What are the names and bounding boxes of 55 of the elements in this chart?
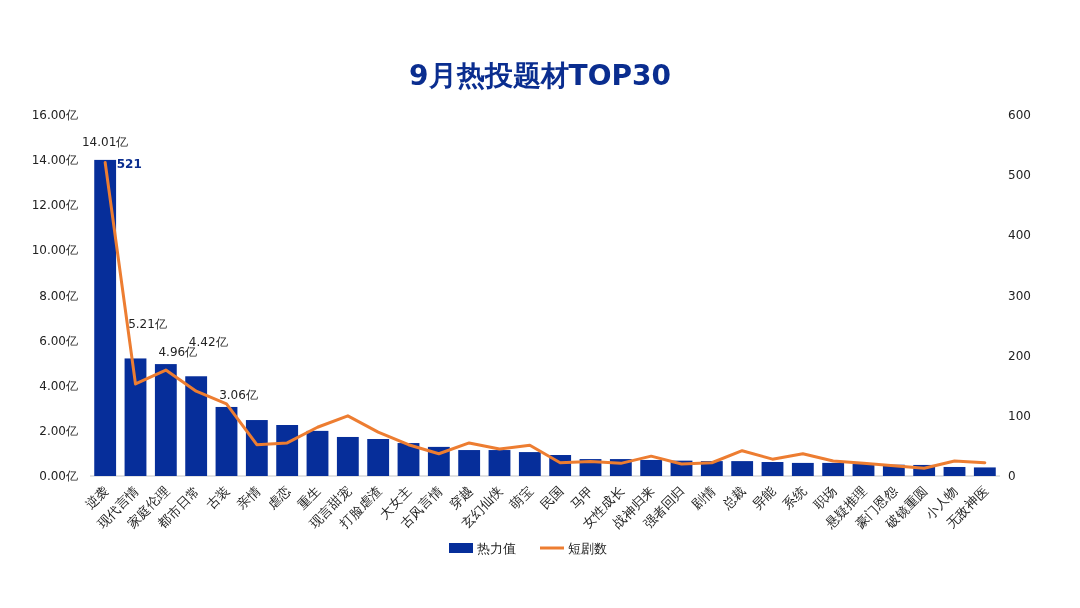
- bar: [276, 425, 299, 476]
- bar: [761, 462, 784, 476]
- data-label: 521: [116, 156, 142, 171]
- line-series: [103, 161, 987, 470]
- bar: [791, 462, 814, 476]
- bar: [973, 467, 996, 476]
- x-tick-label: 虐恋: [264, 483, 294, 513]
- y-tick-label: 6.00亿: [39, 333, 78, 348]
- chart-title: 9月热投题材TOP30: [409, 59, 671, 92]
- y2-tick-label: 0: [1008, 469, 1016, 483]
- bar: [458, 450, 481, 476]
- x-tick-label: 异能: [749, 483, 779, 513]
- y2-tick-label: 300: [1008, 288, 1031, 303]
- legend-label: 热力值: [477, 541, 516, 556]
- bar: [124, 358, 147, 476]
- y-tick-label: 16.00亿: [31, 108, 78, 122]
- x-tick-label: 总裁: [718, 483, 749, 514]
- y2-tick-label: 200: [1008, 348, 1031, 363]
- bar: [822, 462, 845, 476]
- x-tick-label: 剧情: [688, 483, 718, 513]
- x-tick-label: 民国: [537, 483, 567, 513]
- data-label: 3.06亿: [219, 387, 258, 402]
- data-label: 14.01亿: [81, 134, 129, 149]
- y-tick-label: 12.00亿: [31, 198, 78, 213]
- y-tick-label: 0.00亿: [39, 469, 78, 483]
- bar: [488, 450, 511, 476]
- bar: [336, 436, 359, 476]
- bar: [306, 430, 329, 476]
- legend-label: 短剧数: [568, 541, 607, 556]
- y2-tick-label: 400: [1008, 228, 1031, 243]
- y-tick-label: 4.00亿: [39, 378, 78, 393]
- bar: [640, 459, 663, 476]
- bar: [397, 443, 420, 476]
- x-tick-label: 萌宝: [506, 483, 536, 513]
- data-label: 5.21亿: [128, 317, 167, 332]
- bar: [518, 452, 541, 476]
- bar: [852, 464, 875, 476]
- y-tick-label: 10.00亿: [31, 243, 78, 258]
- y-tick-label: 14.00亿: [31, 153, 78, 168]
- x-tick-label: 系统: [779, 483, 809, 513]
- x-tick-label: 亲情: [233, 483, 263, 513]
- y-tick-label: 2.00亿: [39, 423, 78, 438]
- bar: [185, 376, 208, 476]
- bar: [245, 420, 268, 476]
- y2-tick-label: 600: [1008, 108, 1031, 122]
- bar: [215, 406, 238, 476]
- bar: [94, 159, 117, 476]
- y2-tick-label: 500: [1008, 168, 1031, 183]
- x-tick-label: 古装: [203, 483, 233, 513]
- bar: [943, 466, 966, 476]
- bar: [367, 439, 390, 476]
- bar: [154, 364, 177, 476]
- bar: [731, 461, 754, 476]
- y2-tick-label: 100: [1008, 408, 1031, 423]
- y-tick-label: 8.00亿: [39, 288, 78, 303]
